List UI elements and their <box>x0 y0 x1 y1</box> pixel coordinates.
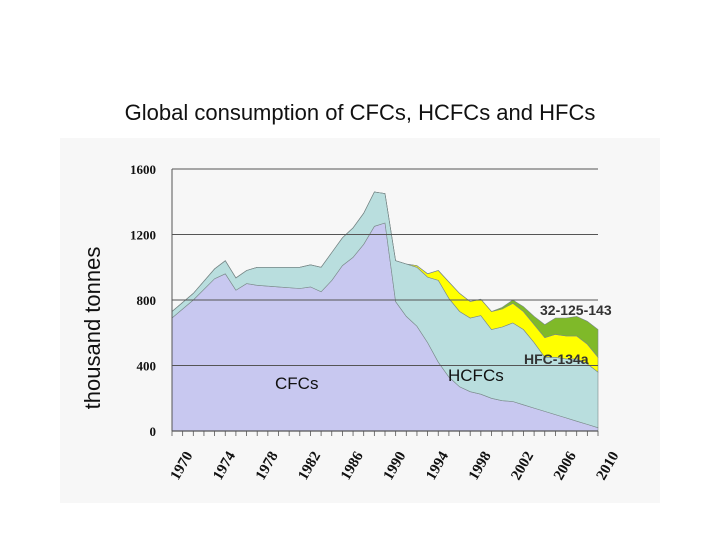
x-tick-label: 2006 <box>551 449 580 483</box>
label-hcfcs: HCFCs <box>448 366 504 385</box>
label-cfcs: CFCs <box>275 374 318 393</box>
stacked-area-chart: 0 400 800 1200 1600 1970 1974 1978 1982 1986 1990 1… <box>80 162 623 483</box>
label-hfc134a: HFC-134a <box>524 351 589 367</box>
x-tick-label: 1990 <box>381 449 410 483</box>
y-tick-label: 1200 <box>130 228 156 243</box>
label-hfc-blend: 32-125-143 <box>540 302 612 318</box>
x-tick-label: 1974 <box>210 449 239 483</box>
y-axis-label: thousand tonnes <box>80 247 105 410</box>
chart-panel: 0 400 800 1200 1600 1970 1974 1978 1982 1986 1990 1… <box>60 138 660 503</box>
x-tick-label: 1994 <box>423 449 452 483</box>
y-tick-label: 0 <box>150 424 157 439</box>
x-tick-label: 1970 <box>168 449 197 483</box>
y-tick-label: 1600 <box>130 162 156 177</box>
x-tick-label: 1978 <box>253 449 282 483</box>
x-tick-label: 1998 <box>466 449 495 483</box>
y-tick-label: 800 <box>137 293 157 308</box>
area-series-32-125-143 <box>171 191 599 359</box>
x-tick-label: 2002 <box>508 449 537 483</box>
x-tick-label: 2010 <box>594 449 623 483</box>
y-tick-label: 400 <box>137 359 157 374</box>
x-tick-label: 1986 <box>338 449 367 483</box>
chart-title: Global consumption of CFCs, HCFCs and HF… <box>124 100 596 125</box>
x-tick-label: 1982 <box>295 449 324 483</box>
